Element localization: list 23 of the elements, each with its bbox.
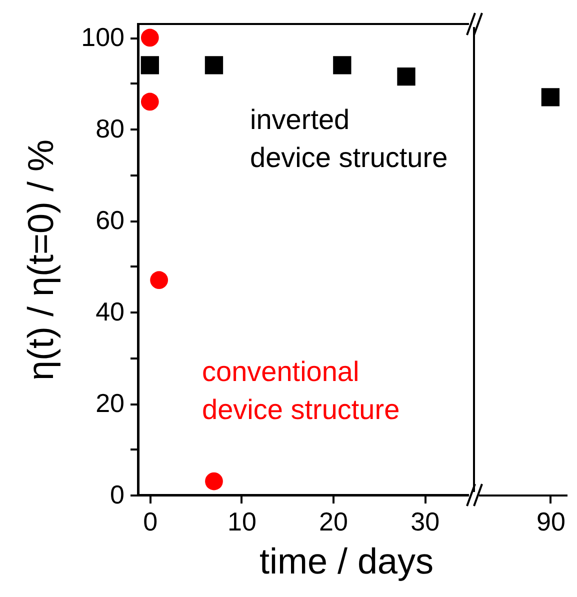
series-label: inverted device structure xyxy=(250,104,448,173)
y-axis-title: η(t) / η(t=0) / % xyxy=(20,139,62,381)
x-axis-title: time / days xyxy=(259,540,434,582)
x-tick-label: 10 xyxy=(227,506,256,536)
y-tick-label: 0 xyxy=(110,480,124,510)
series-label: conventional device structure xyxy=(202,356,400,425)
y-tick-label: 100 xyxy=(81,22,124,52)
y-tick-label: 80 xyxy=(96,114,124,144)
point xyxy=(140,28,159,47)
x-tick-label: 90 xyxy=(536,506,566,536)
point xyxy=(150,271,168,290)
point xyxy=(140,56,159,74)
point xyxy=(140,92,159,111)
y-tick-label: 20 xyxy=(96,388,124,418)
x-tick-label: 0 xyxy=(143,506,158,536)
y-tick-label: 40 xyxy=(96,296,124,327)
x-tick-label: 20 xyxy=(319,506,348,536)
point xyxy=(333,56,352,74)
point xyxy=(397,68,416,86)
point xyxy=(205,472,223,490)
y-tick-label: 60 xyxy=(96,205,124,236)
point xyxy=(204,56,224,74)
x-tick-label: 30 xyxy=(410,506,440,536)
